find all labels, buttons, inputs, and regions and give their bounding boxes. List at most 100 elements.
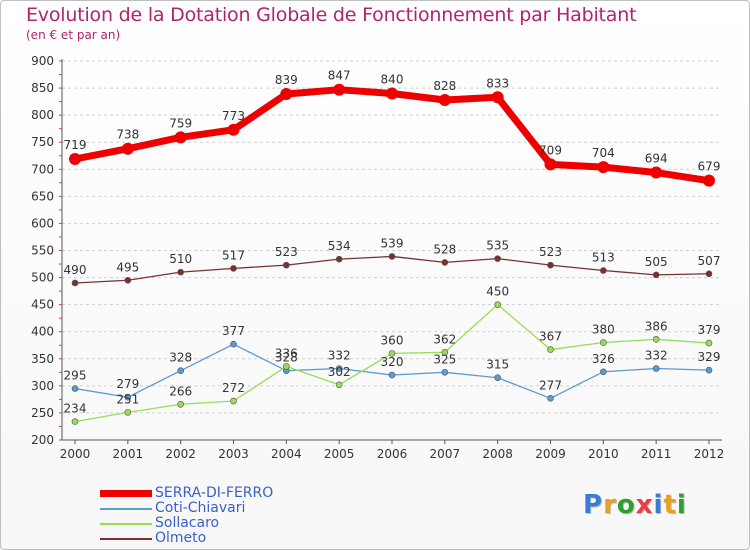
data-point xyxy=(441,259,449,266)
data-point xyxy=(705,339,713,347)
data-label: 295 xyxy=(64,369,87,383)
legend-swatch xyxy=(100,490,152,497)
data-point xyxy=(386,87,398,100)
x-tick-label: 2003 xyxy=(218,447,249,461)
y-tick-label: 450 xyxy=(31,298,54,312)
data-point xyxy=(597,161,610,174)
y-tick-label: 850 xyxy=(31,81,54,95)
data-point xyxy=(547,346,554,353)
data-label: 490 xyxy=(64,263,87,277)
data-label: 234 xyxy=(64,402,87,416)
data-label: 709 xyxy=(539,143,562,157)
data-label: 495 xyxy=(116,260,139,274)
data-point xyxy=(177,367,184,374)
legend-label: Olmeto xyxy=(155,530,207,546)
data-point xyxy=(71,418,79,425)
data-point xyxy=(441,348,449,356)
data-label: 523 xyxy=(539,245,562,259)
data-point xyxy=(283,363,290,370)
data-point xyxy=(227,123,240,136)
data-point xyxy=(124,409,132,416)
series-line xyxy=(71,86,713,185)
data-point xyxy=(69,152,81,165)
data-point xyxy=(280,88,293,101)
data-label: 360 xyxy=(381,333,404,347)
data-point xyxy=(650,166,663,179)
data-point xyxy=(388,371,396,379)
data-label: 332 xyxy=(328,349,351,363)
data-point xyxy=(652,365,660,372)
data-label: 517 xyxy=(222,248,245,262)
x-tick-label: 2002 xyxy=(165,447,196,461)
chart-title: Evolution de la Dotation Globale de Fonc… xyxy=(26,4,637,26)
data-label: 510 xyxy=(169,252,192,266)
data-label: 694 xyxy=(645,152,668,166)
y-tick-label: 600 xyxy=(31,216,54,230)
data-label: 380 xyxy=(592,323,615,337)
data-label: 535 xyxy=(486,239,509,253)
x-tick-label: 2004 xyxy=(271,447,302,461)
data-point xyxy=(177,268,184,276)
data-point xyxy=(283,261,290,269)
y-tick-label: 700 xyxy=(31,162,54,176)
data-label: 320 xyxy=(381,355,404,369)
x-tick-label: 2006 xyxy=(377,447,408,461)
data-point xyxy=(547,395,554,402)
data-label: 272 xyxy=(222,381,245,395)
data-label: 315 xyxy=(486,358,509,372)
data-label: 840 xyxy=(381,72,404,86)
x-tick-label: 2005 xyxy=(324,447,355,461)
legend-swatch xyxy=(100,538,152,540)
data-label: 828 xyxy=(433,79,456,93)
logo-letter: P xyxy=(583,490,604,520)
logo-letter: i xyxy=(653,490,664,520)
data-label: 279 xyxy=(116,377,139,391)
data-label: 326 xyxy=(592,352,615,366)
data-label: 377 xyxy=(222,324,245,338)
data-label: 847 xyxy=(328,69,351,83)
data-label: 379 xyxy=(698,323,721,337)
x-tick-label: 2001 xyxy=(113,447,144,461)
data-point xyxy=(71,385,79,392)
data-point xyxy=(388,253,396,260)
legend-swatch xyxy=(100,508,152,510)
data-label: 336 xyxy=(275,346,298,360)
data-point xyxy=(705,366,713,374)
x-tick-label: 2010 xyxy=(588,447,619,461)
data-point xyxy=(335,381,343,389)
data-label: 523 xyxy=(275,245,298,259)
data-label: 528 xyxy=(433,242,456,256)
data-point xyxy=(230,397,237,405)
data-point xyxy=(177,400,184,408)
data-point xyxy=(494,255,501,262)
data-label: 325 xyxy=(433,352,456,366)
y-tick-label: 900 xyxy=(31,54,54,68)
y-tick-label: 250 xyxy=(31,406,54,420)
x-tick-label: 2007 xyxy=(430,447,461,461)
data-label: 277 xyxy=(539,378,562,392)
data-label: 719 xyxy=(64,138,87,152)
legend-label: Coti-Chiavari xyxy=(155,500,246,516)
data-point xyxy=(494,374,501,382)
data-point xyxy=(494,301,501,308)
data-point xyxy=(491,91,504,104)
y-tick-label: 550 xyxy=(31,244,54,258)
x-tick-label: 2008 xyxy=(482,447,513,461)
data-label: 679 xyxy=(698,160,721,174)
logo-letter: o xyxy=(616,490,636,520)
data-label: 507 xyxy=(698,254,721,268)
data-point xyxy=(174,131,187,144)
data-point xyxy=(652,335,660,343)
y-tick-label: 350 xyxy=(31,352,54,366)
data-point xyxy=(703,174,715,187)
data-label: 386 xyxy=(645,319,668,333)
data-label: 534 xyxy=(328,239,351,253)
data-point xyxy=(333,83,346,96)
data-point xyxy=(705,270,713,278)
legend-label: SERRA-DI-FERRO xyxy=(155,485,274,501)
data-point xyxy=(438,93,451,106)
data-point xyxy=(600,368,607,376)
y-tick-label: 500 xyxy=(31,271,54,285)
data-label: 505 xyxy=(645,255,668,269)
